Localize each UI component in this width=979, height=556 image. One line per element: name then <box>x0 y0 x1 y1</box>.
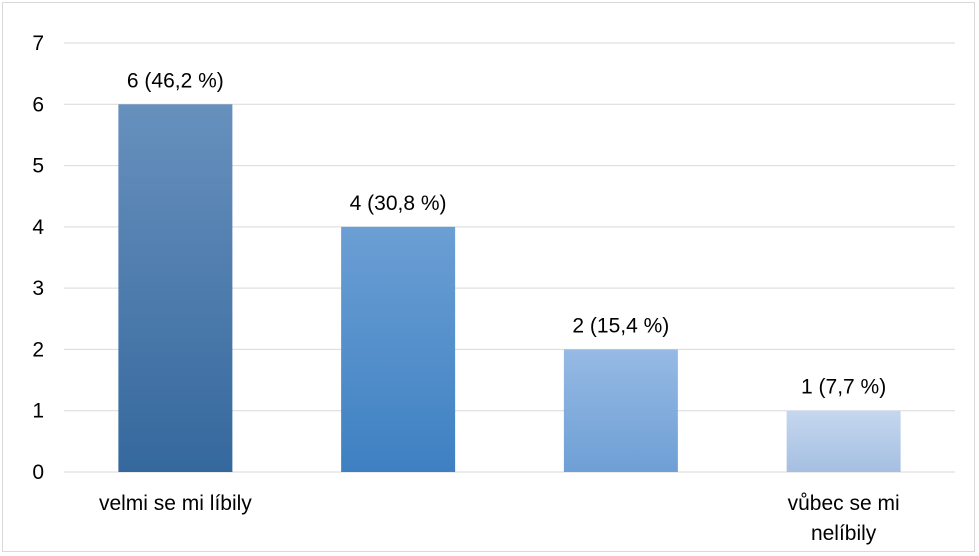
data-label: 2 (15,4 %) <box>572 314 669 337</box>
x-category-label: velmi se mi líbily <box>99 492 252 515</box>
y-axis-ticks: 0 1 2 3 4 5 6 7 <box>32 32 44 484</box>
y-tick-label: 2 <box>32 338 44 361</box>
bar <box>786 410 901 472</box>
bars <box>118 104 901 473</box>
data-label: 1 (7,7 %) <box>801 376 886 399</box>
bar <box>563 349 678 472</box>
y-tick-label: 4 <box>32 216 44 239</box>
y-tick-label: 1 <box>32 400 44 423</box>
x-category-label: vůbec se mi <box>788 492 900 515</box>
x-category-label: nelíbily <box>811 522 877 545</box>
bar <box>118 104 233 473</box>
data-label: 6 (46,2 %) <box>127 69 224 92</box>
y-tick-label: 5 <box>32 155 44 178</box>
y-tick-label: 6 <box>32 93 44 116</box>
x-axis-labels: velmi se mi líbily vůbec se mi nelíbily <box>99 492 900 545</box>
y-tick-label: 3 <box>32 277 44 300</box>
y-tick-label: 0 <box>32 461 44 484</box>
data-labels: 6 (46,2 %) 4 (30,8 %) 2 (15,4 %) 1 (7,7 %) <box>127 69 886 398</box>
data-label: 4 (30,8 %) <box>350 192 447 215</box>
bar <box>341 226 456 472</box>
y-tick-label: 7 <box>32 32 44 55</box>
